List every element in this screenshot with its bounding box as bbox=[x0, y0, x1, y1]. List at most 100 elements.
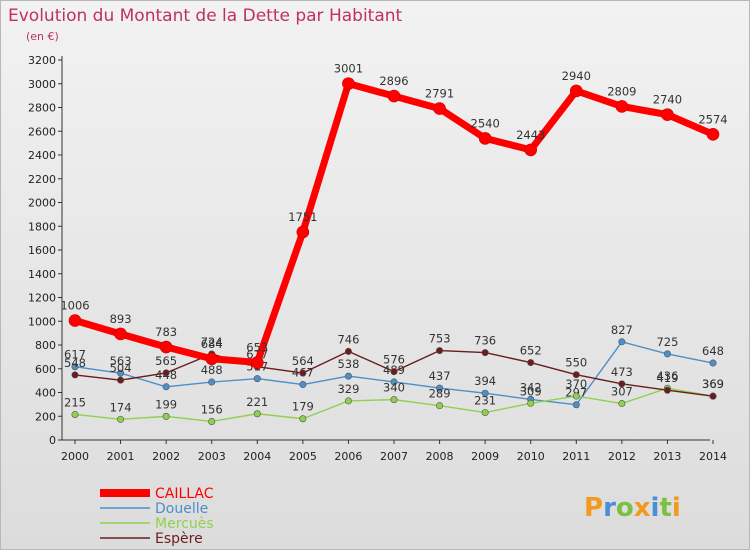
y-tick-label: 2600 bbox=[28, 125, 56, 138]
x-tick-label: 2000 bbox=[61, 450, 89, 463]
data-label: 2940 bbox=[562, 69, 591, 83]
data-label: 419 bbox=[656, 371, 678, 385]
data-label: 436 bbox=[656, 369, 678, 383]
data-point bbox=[162, 383, 170, 391]
data-label: 394 bbox=[474, 374, 496, 388]
data-point bbox=[524, 143, 538, 157]
y-tick-label: 200 bbox=[35, 410, 56, 423]
data-label: 652 bbox=[520, 344, 542, 358]
data-point bbox=[709, 359, 717, 367]
data-point bbox=[71, 371, 79, 379]
chart-title: Evolution du Montant de la Dette par Hab… bbox=[8, 6, 403, 26]
data-label: 576 bbox=[383, 353, 405, 367]
data-label: 199 bbox=[155, 397, 177, 411]
data-label: 564 bbox=[292, 354, 314, 368]
data-label: 174 bbox=[110, 400, 132, 414]
data-label: 473 bbox=[611, 365, 633, 379]
x-tick-label: 2007 bbox=[380, 450, 408, 463]
x-tick-label: 2013 bbox=[653, 450, 681, 463]
legend-label: Douelle bbox=[155, 501, 208, 517]
data-label: 488 bbox=[201, 363, 223, 377]
data-label: 307 bbox=[611, 385, 633, 399]
data-point bbox=[159, 340, 173, 354]
data-label: 504 bbox=[110, 361, 132, 375]
data-point bbox=[436, 384, 444, 392]
data-point bbox=[615, 100, 629, 113]
proxiti-logo: Proxiti bbox=[584, 493, 681, 523]
y-tick-label: 2400 bbox=[28, 149, 56, 162]
data-label: 342 bbox=[520, 380, 542, 394]
data-label: 329 bbox=[337, 382, 359, 396]
axes: 0 200 400 600 800 1000 1200 1400 1600 1800 2000 220… bbox=[28, 54, 727, 463]
data-point bbox=[618, 338, 626, 346]
x-tick-label: 2011 bbox=[562, 450, 590, 463]
data-point bbox=[661, 108, 674, 121]
x-tick-label: 2014 bbox=[699, 450, 727, 463]
chart-subtitle: (en €) bbox=[26, 30, 59, 43]
data-point bbox=[117, 376, 125, 384]
data-point bbox=[162, 412, 170, 420]
data-label: 437 bbox=[429, 369, 451, 383]
y-tick-label: 3000 bbox=[28, 78, 56, 91]
data-point bbox=[253, 410, 261, 418]
data-point bbox=[618, 380, 626, 388]
y-tick-label: 1200 bbox=[28, 292, 56, 305]
data-point bbox=[71, 363, 79, 371]
data-label: 2540 bbox=[471, 116, 500, 130]
y-tick-label: 600 bbox=[35, 363, 56, 376]
x-tick-label: 2003 bbox=[198, 450, 226, 463]
data-point bbox=[572, 392, 580, 400]
data-label: 3001 bbox=[334, 62, 363, 76]
x-tick-label: 2005 bbox=[289, 450, 317, 463]
data-label: 550 bbox=[565, 356, 587, 370]
data-point bbox=[162, 369, 170, 377]
data-label: 617 bbox=[64, 348, 86, 362]
data-point bbox=[117, 415, 125, 423]
y-tick-label: 1600 bbox=[28, 244, 56, 257]
data-point bbox=[299, 369, 307, 377]
data-label: 684 bbox=[201, 337, 223, 351]
data-label: 156 bbox=[201, 402, 223, 416]
data-point bbox=[344, 397, 352, 405]
svg-text:Proxiti: Proxiti bbox=[584, 493, 681, 523]
data-label: 725 bbox=[656, 335, 678, 349]
data-label: 2574 bbox=[698, 112, 727, 126]
data-point bbox=[663, 386, 671, 394]
data-label: 724 bbox=[201, 335, 223, 349]
data-point bbox=[436, 402, 444, 410]
data-point bbox=[114, 327, 127, 341]
data-label: 2809 bbox=[607, 84, 636, 98]
data-point bbox=[299, 415, 307, 423]
data-point bbox=[117, 369, 125, 377]
data-point bbox=[68, 314, 82, 327]
data-point bbox=[572, 371, 580, 379]
data-point bbox=[706, 128, 720, 141]
y-tick-label: 2000 bbox=[28, 197, 56, 210]
data-label: 370 bbox=[565, 377, 587, 391]
data-label: 2896 bbox=[379, 74, 408, 88]
data-label: 827 bbox=[611, 323, 633, 337]
data-label: 538 bbox=[337, 357, 359, 371]
plot-area: 6175634484885174675384894373943422978277… bbox=[60, 62, 728, 425]
data-label: 893 bbox=[110, 312, 132, 326]
data-point bbox=[436, 347, 444, 355]
data-label: 648 bbox=[702, 344, 724, 358]
data-label: 563 bbox=[110, 354, 132, 368]
data-label: 179 bbox=[292, 400, 314, 414]
series-line-caillac bbox=[74, 80, 715, 366]
data-point bbox=[250, 356, 264, 369]
data-label: 653 bbox=[246, 340, 268, 354]
data-label: 783 bbox=[155, 325, 177, 339]
data-point bbox=[663, 350, 671, 358]
x-tick-label: 2009 bbox=[471, 450, 499, 463]
data-label: 1751 bbox=[288, 210, 317, 224]
data-label: 565 bbox=[155, 354, 177, 368]
data-point bbox=[208, 378, 216, 386]
data-point bbox=[433, 102, 446, 115]
data-point bbox=[296, 225, 310, 239]
data-point bbox=[481, 349, 489, 357]
x-tick-label: 2010 bbox=[517, 450, 545, 463]
data-point bbox=[344, 347, 352, 355]
data-label: 736 bbox=[474, 334, 496, 348]
